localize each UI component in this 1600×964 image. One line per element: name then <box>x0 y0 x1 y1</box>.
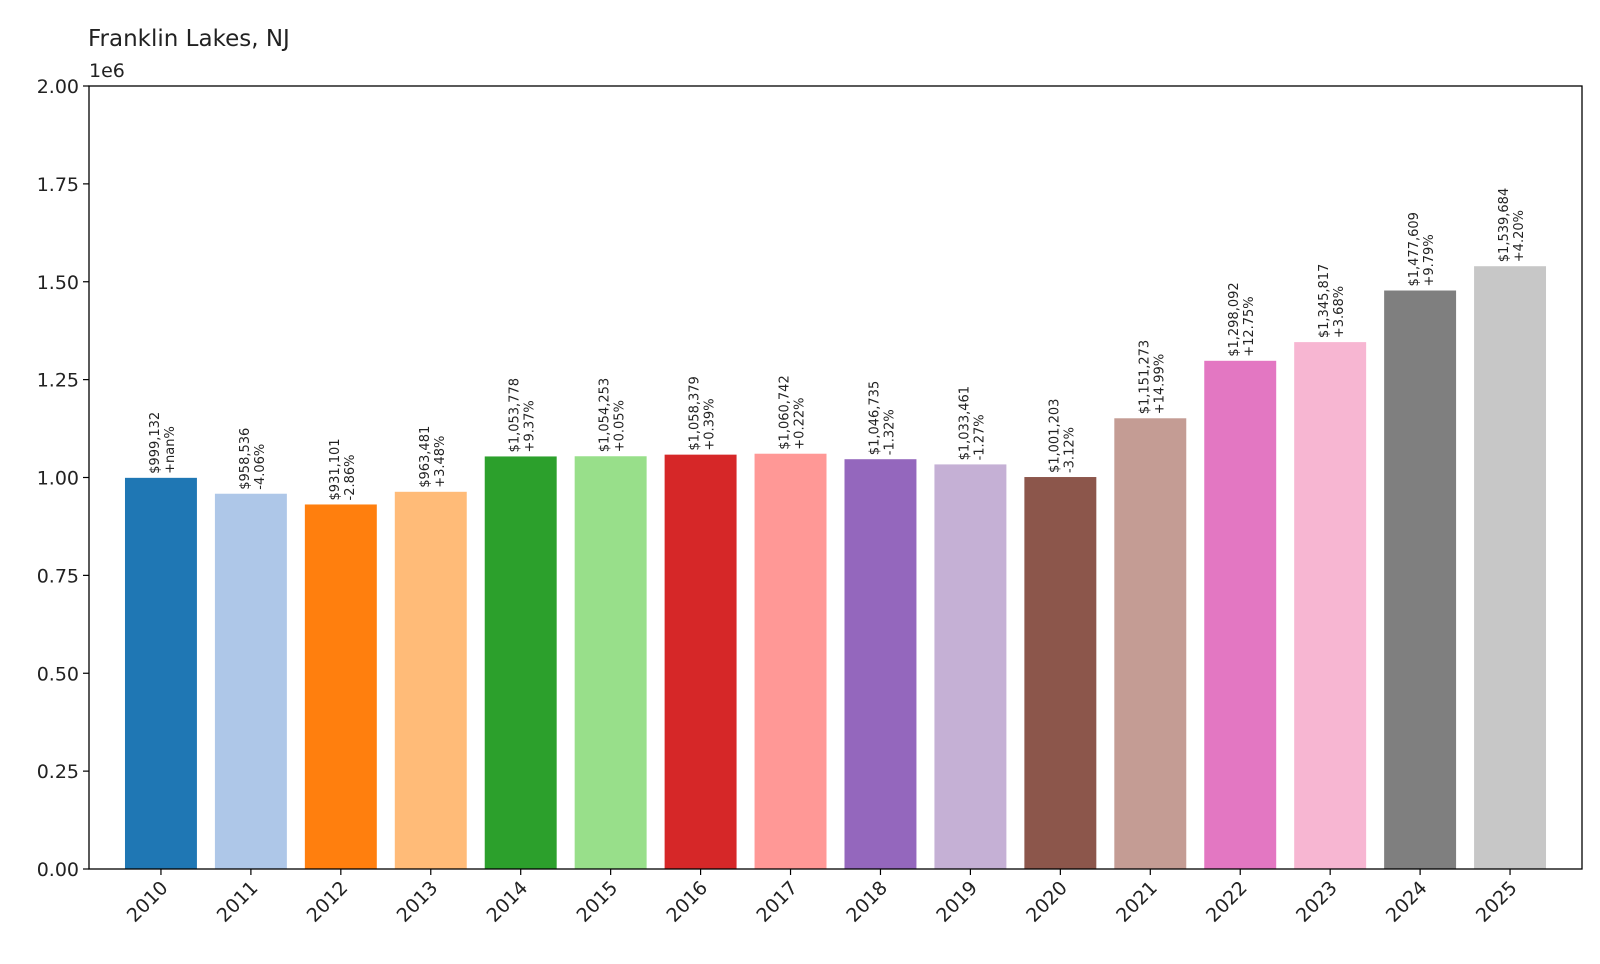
bar <box>844 459 917 869</box>
x-tick-label: 2012 <box>303 877 353 927</box>
x-tick-label: 2013 <box>393 877 443 927</box>
bar <box>754 453 827 869</box>
x-tick-label: 2011 <box>213 877 263 927</box>
x-tick-label: 2019 <box>932 877 982 927</box>
bar-change-label: -4.06% <box>253 444 268 490</box>
bar-change-label: +4.20% <box>1512 210 1527 262</box>
plot-frame <box>88 85 1583 870</box>
bar <box>214 493 287 869</box>
bar-change-label: +0.05% <box>613 400 628 452</box>
y-tick-label: 1.25 <box>37 370 79 392</box>
x-tick-label: 2018 <box>842 877 892 927</box>
bar-labels: $999,132 +nan% $958,536 -4.06% $931,101 -2.86… <box>148 188 1527 501</box>
y-axis-offset-label: 1e6 <box>89 60 125 82</box>
y-axis: 0.00 0.25 0.50 0.75 1.00 1.25 1.50 1.75 2.00 <box>37 76 89 881</box>
bar <box>1114 418 1187 869</box>
bar-value-label: $1,053,778 <box>508 378 523 452</box>
x-tick-label: 2025 <box>1472 877 1522 927</box>
y-tick-label: 2.00 <box>37 76 79 98</box>
bar-change-label: -3.12% <box>1062 427 1077 473</box>
x-tick-label: 2014 <box>482 877 532 927</box>
y-tick-label: 0.75 <box>37 565 79 587</box>
bar <box>1204 360 1277 869</box>
y-tick-label: 1.75 <box>37 174 79 196</box>
bar <box>1384 290 1457 869</box>
bar <box>304 504 377 869</box>
bar <box>664 454 737 869</box>
bar-value-label: $1,477,609 <box>1407 212 1422 286</box>
bar-value-label: $1,539,684 <box>1497 188 1512 262</box>
chart-title: Franklin Lakes, NJ <box>88 26 290 52</box>
y-tick-label: 0.00 <box>37 859 79 881</box>
y-tick-label: 0.25 <box>37 761 79 783</box>
bar-value-label: $963,481 <box>418 426 433 488</box>
bar <box>124 477 197 869</box>
bar-change-label: +12.75% <box>1242 296 1257 356</box>
bar-change-label: +9.79% <box>1422 234 1437 286</box>
x-tick-label: 2016 <box>662 877 712 927</box>
bar <box>484 456 557 869</box>
bar-value-label: $1,001,203 <box>1047 399 1062 473</box>
bar <box>1024 477 1097 869</box>
bar-value-label: $1,054,253 <box>598 378 613 452</box>
bar-value-label: $999,132 <box>148 412 163 474</box>
bar-change-label: +14.99% <box>1152 354 1167 414</box>
bar-change-label: +3.48% <box>433 436 448 488</box>
bar-value-label: $1,060,742 <box>778 375 793 449</box>
x-tick-label: 2024 <box>1382 877 1432 927</box>
bar <box>1294 342 1367 869</box>
bar-change-label: +3.68% <box>1332 286 1347 338</box>
bar-change-label: +0.39% <box>703 398 718 450</box>
x-tick-label: 2023 <box>1292 877 1342 927</box>
bar-change-label: -1.32% <box>882 409 897 455</box>
bar-value-label: $1,058,379 <box>688 376 703 450</box>
bar-value-label: $1,046,735 <box>867 381 882 455</box>
x-tick-label: 2017 <box>752 877 802 927</box>
x-tick-label: 2021 <box>1112 877 1162 927</box>
bar-change-label: +nan% <box>163 426 178 474</box>
x-tick-label: 2015 <box>572 877 622 927</box>
bar-change-label: -2.86% <box>343 454 358 500</box>
x-axis: 2010 2011 2012 2013 2014 2015 2016 2017 2018 2019… <box>123 869 1522 927</box>
x-tick-label: 2010 <box>123 877 173 927</box>
bar-value-label: $1,033,461 <box>957 386 972 460</box>
bar-change-label: -1.27% <box>972 414 987 460</box>
bar-value-label: $931,101 <box>328 438 343 500</box>
bar <box>574 456 647 869</box>
bar-change-label: +0.22% <box>793 398 808 450</box>
bar-value-label: $958,536 <box>238 428 253 490</box>
bar-change-label: +9.37% <box>523 400 538 452</box>
bar <box>1474 266 1547 869</box>
y-tick-label: 1.00 <box>37 468 79 490</box>
x-tick-label: 2020 <box>1022 877 1072 927</box>
bars <box>124 266 1547 869</box>
bar-value-label: $1,151,273 <box>1137 340 1152 414</box>
bar-value-label: $1,298,092 <box>1227 282 1242 356</box>
bar <box>934 464 1007 869</box>
bar-value-label: $1,345,817 <box>1317 264 1332 338</box>
x-tick-label: 2022 <box>1202 877 1252 927</box>
y-tick-label: 1.50 <box>37 272 79 294</box>
bar <box>394 491 467 869</box>
y-tick-label: 0.50 <box>37 663 79 685</box>
